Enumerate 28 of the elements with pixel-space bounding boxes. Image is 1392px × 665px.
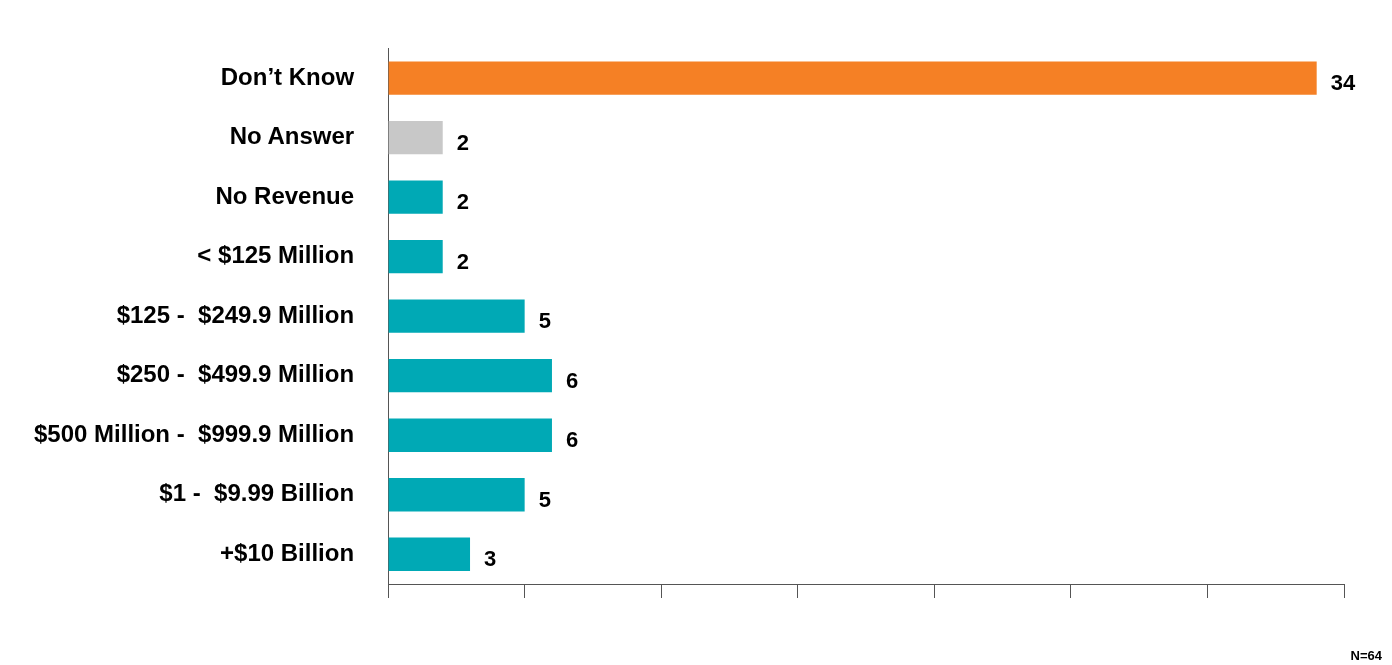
bar (388, 299, 525, 333)
data-label: 2 (456, 248, 469, 274)
bar (388, 537, 471, 571)
text: N=64 (1350, 648, 1382, 663)
y-tick-label: $1 - $9.99 Billion (159, 479, 355, 507)
bar (388, 478, 525, 512)
bar (388, 180, 443, 214)
data-label: 3 (484, 546, 497, 572)
data-label: 2 (456, 129, 469, 155)
bar (388, 121, 443, 155)
y-tick-label: No Revenue (215, 181, 355, 209)
data-label: 2 (456, 189, 469, 215)
bar (388, 240, 443, 274)
bar (388, 418, 552, 452)
y-tick-label: $125 - $249.9 Million (116, 300, 355, 328)
y-tick-label: < $125 Million (197, 241, 355, 269)
y-tick-label: Don’t Know (220, 62, 355, 90)
y-tick-label: $250 - $499.9 Million (116, 360, 355, 388)
data-label: 6 (565, 427, 579, 453)
data-label: 34 (1330, 70, 1356, 96)
data-label: 6 (565, 367, 579, 393)
y-tick-label: $500 Million - $999.9 Million (33, 419, 355, 447)
y-tick-label: No Answer (229, 122, 355, 150)
y-tick-label: +$10 Billion (220, 538, 355, 566)
data-label: 5 (538, 308, 551, 334)
bar (388, 359, 552, 393)
bar (388, 61, 1317, 95)
data-label: 5 (538, 486, 551, 512)
